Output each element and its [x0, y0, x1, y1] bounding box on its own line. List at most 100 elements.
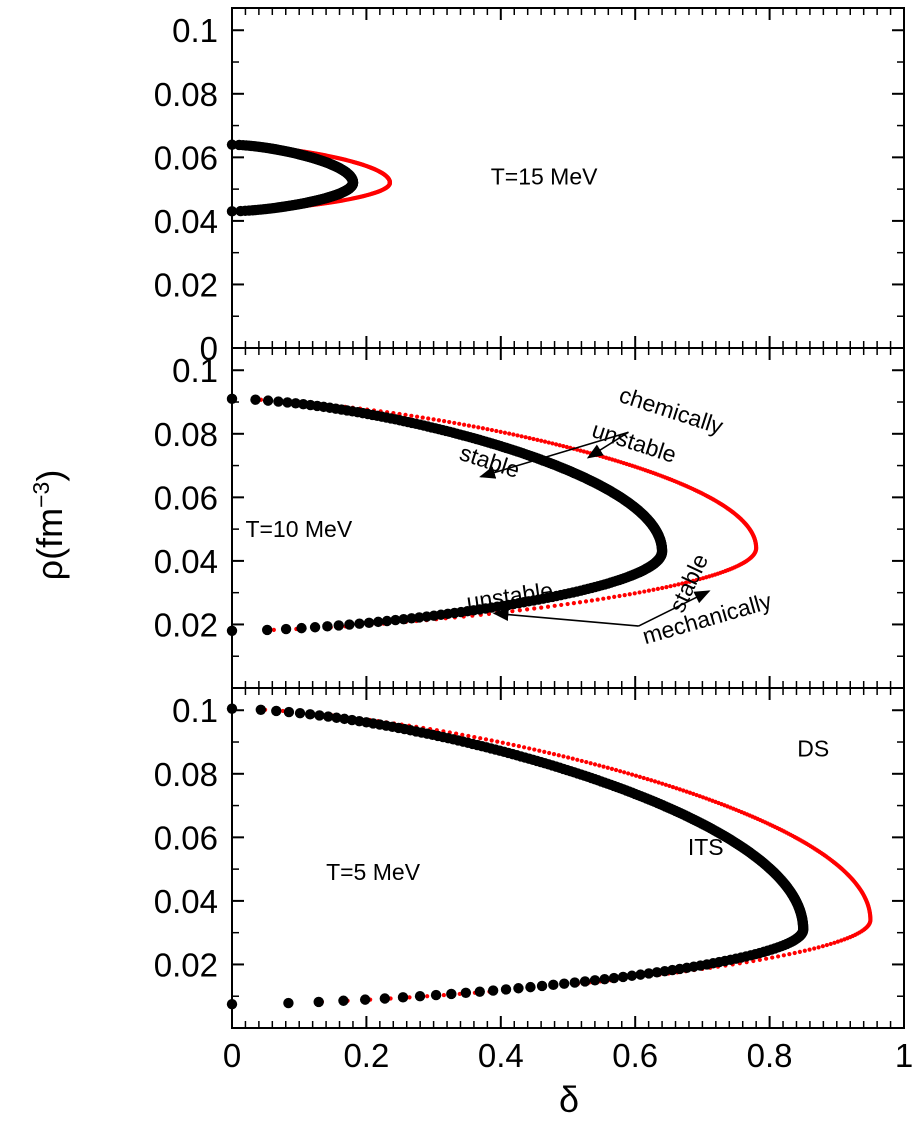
its-point — [398, 614, 409, 625]
annotation-arrows — [479, 431, 711, 627]
ds-point — [807, 947, 812, 952]
ds-point — [542, 749, 547, 754]
ds-point — [442, 419, 447, 424]
ds-point — [511, 432, 516, 437]
its-point — [363, 617, 375, 628]
axes-T15: 0 0.02 0.04 0.06 0.08 0.1 — [154, 8, 905, 367]
its-point — [290, 398, 301, 409]
y-tick-label: 0.04 — [154, 883, 218, 920]
ds-point — [651, 587, 656, 592]
ds-point — [630, 772, 635, 777]
ds-point — [516, 744, 521, 749]
its-point — [271, 705, 282, 717]
ds-point — [565, 601, 570, 607]
its-point — [359, 994, 371, 1005]
its-point — [261, 624, 273, 636]
y-tick-label: 0.04 — [154, 203, 218, 240]
ds-point — [687, 579, 692, 584]
ds-point — [781, 953, 786, 958]
ds-point — [537, 748, 542, 753]
x-tick-labels: 0 0.2 0.4 0.6 0.8 1 — [223, 1037, 912, 1074]
annotation-arrow — [586, 431, 629, 459]
panels-layer: 0 0.02 0.04 0.06 0.08 0.1 T=15 MeV 0.02 0.04 0.06… — [154, 7, 912, 1074]
ds-point — [420, 415, 425, 420]
its-point — [414, 991, 426, 1002]
ds-point — [452, 420, 457, 426]
ds-point — [546, 440, 551, 445]
ds-point — [466, 423, 472, 428]
ds-point — [489, 738, 494, 743]
ds-point — [802, 948, 807, 953]
ds-point — [605, 765, 610, 770]
its-point — [548, 979, 559, 991]
its-point — [651, 967, 663, 978]
ds-point — [700, 795, 706, 800]
ds-point — [626, 771, 631, 776]
temperature-label-T15: T=15 MeV — [491, 163, 598, 189]
its-point — [635, 969, 646, 980]
its-point — [559, 978, 570, 989]
ds-point — [535, 437, 540, 442]
ds-point — [652, 779, 658, 784]
its-point — [406, 613, 417, 624]
ds-point — [511, 742, 516, 748]
ds-point — [824, 942, 829, 948]
its-boundary-T10 — [226, 393, 668, 636]
ds-point — [561, 754, 566, 759]
its-point — [282, 397, 293, 408]
ds-point — [668, 584, 673, 589]
ds-point — [588, 761, 593, 766]
ds-point — [787, 952, 792, 957]
its-point — [280, 623, 292, 635]
ds-point — [697, 794, 702, 799]
ds-point — [460, 732, 465, 737]
y-axis-title: ρ(fm−3) — [28, 470, 70, 581]
y-tick-label: 0.04 — [154, 543, 218, 580]
ds-point — [764, 956, 769, 961]
its-point — [331, 712, 342, 723]
ds-point — [691, 578, 696, 583]
ds-point — [601, 764, 606, 769]
ds-point — [431, 417, 436, 422]
y-tick-label: 0.1 — [172, 12, 218, 49]
ds-point — [507, 431, 512, 436]
ds-point — [613, 767, 619, 773]
ds-point — [694, 577, 699, 583]
ds-point — [271, 627, 276, 633]
ds-point — [637, 774, 642, 779]
ds-point — [683, 580, 689, 585]
ds-point — [655, 586, 660, 591]
ds-point — [550, 441, 555, 446]
its-point — [430, 989, 442, 1001]
ds-point — [776, 954, 781, 959]
ds-point — [527, 436, 532, 441]
its-point — [460, 987, 472, 998]
ds-point — [627, 592, 632, 597]
y-tick-label: 0.08 — [154, 76, 218, 113]
its-point — [589, 975, 601, 986]
ds-point — [672, 583, 677, 588]
ds-point — [557, 443, 562, 448]
ds-point — [480, 426, 485, 431]
its-point — [474, 986, 485, 997]
ds-point — [556, 753, 561, 758]
ds-point — [495, 739, 500, 744]
ds-point — [494, 428, 499, 434]
ds-point — [527, 746, 532, 751]
ds-point — [441, 992, 446, 998]
ds-point — [578, 448, 583, 453]
ds-point — [601, 596, 606, 601]
its-point — [381, 615, 393, 627]
ds-point — [656, 780, 661, 785]
x-tick-label: 1 — [895, 1037, 912, 1074]
its-point — [397, 992, 409, 1003]
ds-point — [641, 775, 646, 781]
ds-point — [770, 955, 775, 960]
ds-point — [632, 591, 637, 596]
ds-point — [547, 750, 552, 756]
its-boundary-T5 — [226, 703, 809, 1010]
ds-point — [566, 755, 571, 760]
its-point — [338, 995, 349, 1006]
annotation-arrow — [638, 590, 711, 627]
